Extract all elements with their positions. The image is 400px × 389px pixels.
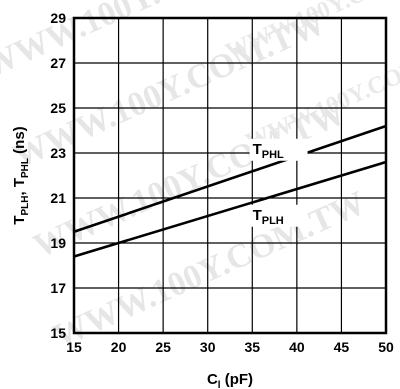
x-tick-labels: 15 20 25 30 35 40 45 50 [66,339,394,355]
x-tick-label: 50 [378,339,394,355]
x-axis-label: Cl (pF) [207,371,253,389]
x-tick-label: 20 [111,339,127,355]
y-tick-label: 15 [50,325,66,341]
y-axis-label: TPLH, TPHL (ns) [11,126,31,224]
series-lines [73,124,387,258]
series-line-tphl [73,124,387,233]
y-tick-label: 17 [50,280,66,296]
y-tick-label: 19 [50,235,66,251]
watermark-layer: WWW.100Y.COM.TWWWW.100Y.COM.TWWWW.100Y.C… [0,0,400,355]
x-tick-label: 25 [155,339,171,355]
x-tick-label: 30 [200,339,216,355]
plot-frame [72,16,388,335]
series-line-tplh [73,160,387,258]
series-label-tplh: TPLH [253,207,284,227]
y-tick-label: 23 [50,145,66,161]
series-label-backdrop [249,204,308,227]
x-tick-label: 45 [334,339,350,355]
y-tick-label: 21 [50,190,66,206]
y-tick-label: 27 [50,55,66,71]
x-tick-label: 35 [244,339,260,355]
series-label-backdrop [249,138,308,161]
y-tick-labels: 15 17 19 21 23 25 27 29 [50,10,66,341]
series-label-tphl: TPHL [253,141,284,161]
y-tick-label: 25 [50,100,66,116]
y-tick-label: 29 [50,10,66,26]
series-labels: TPHL TPLH [249,138,308,227]
x-tick-label: 40 [289,339,305,355]
x-tick-label: 15 [66,339,82,355]
